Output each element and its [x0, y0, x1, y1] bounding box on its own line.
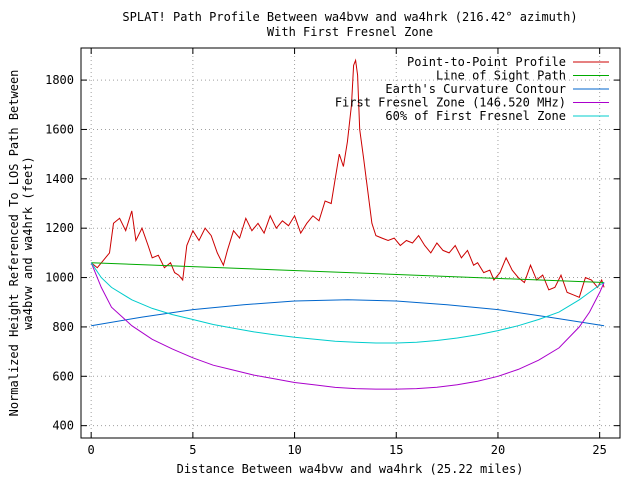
chart-title: SPLAT! Path Profile Between wa4bvw and w…: [122, 10, 577, 24]
legend-label: Point-to-Point Profile: [407, 55, 566, 69]
ticks: 0 5 10 15 20 25 400 600 800 1000 1200 1400 1600 1800: [45, 48, 620, 457]
x-tick-label: 0: [88, 443, 95, 457]
series-point-to-point-profile: [90, 58, 605, 298]
x-axis-label: Distance Between wa4bvw and wa4hrk (25.2…: [177, 462, 524, 476]
x-tick-label: 20: [491, 443, 505, 457]
legend-label: Earth's Curvature Contour: [385, 82, 566, 96]
x-tick-label: 5: [189, 443, 196, 457]
series-line-of-sight-path: [91, 262, 605, 283]
series-60-of-first-fresnel-zone: [90, 262, 605, 344]
x-tick-label: 25: [592, 443, 606, 457]
y-axis-label-line1: Normalized Height Referenced To LOS Path…: [7, 70, 21, 417]
plot-frame: [80, 47, 621, 439]
y-tick-label: 600: [52, 369, 74, 383]
x-tick-label: 10: [287, 443, 301, 457]
y-tick-label: 1600: [45, 122, 74, 136]
legend-label: First Fresnel Zone (146.520 MHz): [335, 96, 566, 110]
legend-label: 60% of First Fresnel Zone: [385, 109, 566, 123]
y-tick-label: 1200: [45, 221, 74, 235]
y-tick-label: 1400: [45, 172, 74, 186]
y-tick-label: 1800: [45, 73, 74, 87]
y-tick-label: 800: [52, 320, 74, 334]
grid: [81, 48, 620, 438]
chart-subtitle: With First Fresnel Zone: [267, 25, 433, 39]
series-first-fresnel-zone-146-520-mhz: [90, 262, 605, 390]
series-group: [90, 58, 605, 390]
y-tick-label: 1000: [45, 271, 74, 285]
x-tick-label: 15: [389, 443, 403, 457]
legend-label: Line of Sight Path: [436, 69, 566, 83]
y-axis-label-line2: wa4bvw and wa4hrk (feet): [21, 156, 35, 329]
y-tick-label: 400: [52, 419, 74, 433]
series-earth-s-curvature-contour: [91, 299, 605, 327]
